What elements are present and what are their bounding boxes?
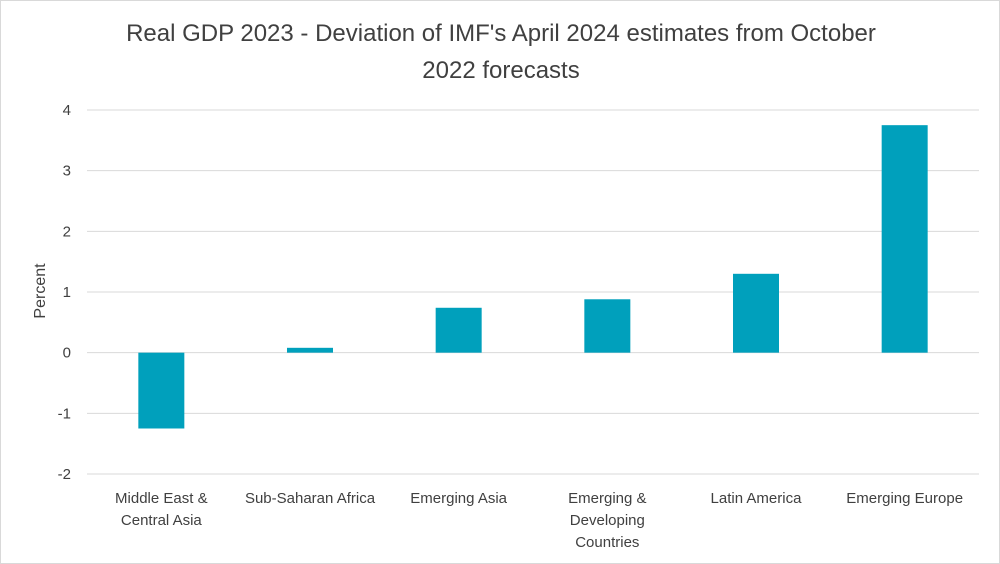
y-tick-label: -1 xyxy=(58,405,71,422)
gridlines xyxy=(87,109,979,475)
chart-title-line-1: Real GDP 2023 - Deviation of IMF's April… xyxy=(126,20,876,47)
bars xyxy=(138,125,928,429)
y-tick-label: 2 xyxy=(63,223,71,240)
x-axis-categories: Middle East & Central Asia Sub-Saharan Afr… xyxy=(115,490,963,551)
bar xyxy=(881,125,928,353)
y-tick-label: 0 xyxy=(63,345,71,362)
bar xyxy=(584,299,631,353)
x-category-label: Sub-Saharan Africa xyxy=(245,490,376,507)
x-category-label: Countries xyxy=(575,534,639,551)
x-category-label: Emerging Europe xyxy=(846,490,963,507)
x-category-label: Developing xyxy=(570,512,645,529)
chart-title-line-2: 2022 forecasts xyxy=(422,57,579,84)
bar xyxy=(287,347,333,353)
chart-title: Real GDP 2023 - Deviation of IMF's April… xyxy=(126,20,876,84)
x-category-label: Middle East & xyxy=(115,490,208,507)
y-axis-label: Percent xyxy=(32,263,49,319)
bar xyxy=(435,307,482,353)
y-tick-label: 3 xyxy=(63,163,71,180)
x-category-label: Emerging & xyxy=(568,490,646,507)
bar xyxy=(138,352,185,429)
bar xyxy=(733,273,779,353)
y-tick-label: -2 xyxy=(58,466,71,483)
x-category-label: Latin America xyxy=(711,490,803,507)
x-category-label: Central Asia xyxy=(121,512,203,529)
y-axis-ticks: 4 3 2 1 0 -1 -2 xyxy=(58,102,71,483)
x-category-label: Emerging Asia xyxy=(410,490,507,507)
y-tick-label: 1 xyxy=(63,284,71,301)
y-tick-label: 4 xyxy=(63,102,71,119)
